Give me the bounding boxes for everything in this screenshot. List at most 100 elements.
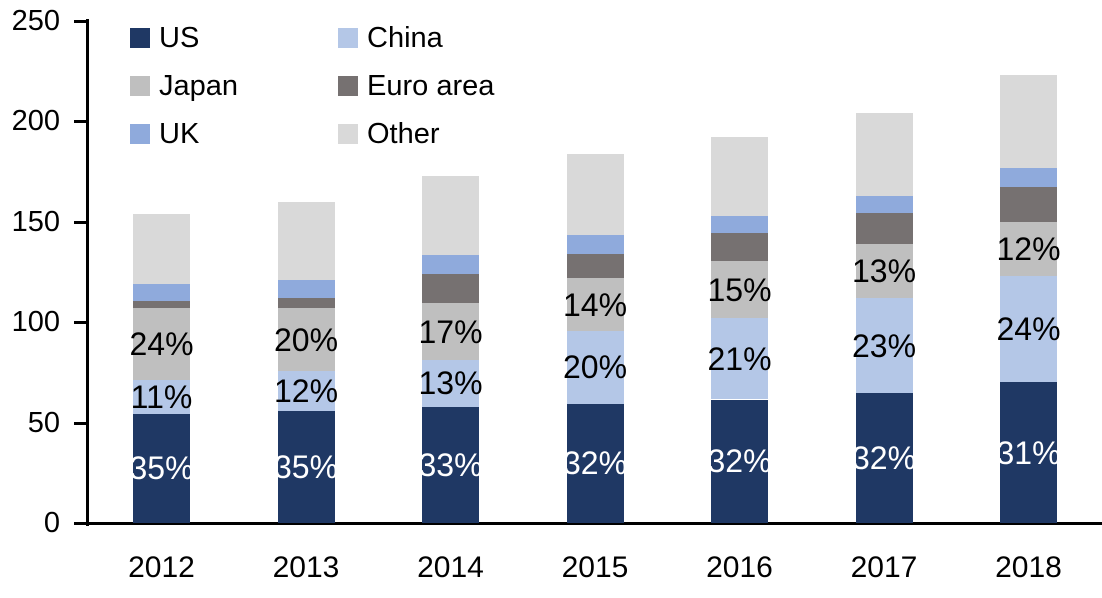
- bar-label-japan-2012: 24%: [129, 326, 194, 363]
- bar-segment-uk-2014: [422, 254, 479, 274]
- bar-label-japan-2015: 14%: [562, 286, 628, 323]
- y-axis-tick: [74, 321, 86, 325]
- bar-label-japan-2016: 15%: [707, 271, 772, 308]
- bar-segment-uk-2013: [277, 280, 335, 299]
- legend-item-euro-area: Euro area: [338, 69, 494, 103]
- bar-segment-us-2018: [1000, 382, 1057, 523]
- bar-label-china-2015: 20%: [562, 349, 628, 386]
- x-axis-label-2016: 2016: [706, 551, 773, 584]
- legend-label-euro-area: Euro area: [367, 69, 495, 102]
- bar-segment-euro-area-2015: [566, 253, 624, 279]
- bar-segment-japan-2013: [277, 308, 335, 372]
- bar-segment-uk-2017: [855, 195, 913, 213]
- bar-segment-euro-area-2012: [133, 301, 190, 309]
- y-axis-label-100: 100: [11, 306, 60, 339]
- legend-label-japan: Japan: [159, 69, 239, 102]
- bar-segment-us-2017: [855, 393, 913, 523]
- bar-segment-euro-area-2014: [422, 274, 479, 304]
- bar-segment-us-2016: [711, 399, 768, 523]
- bar-segment-china-2015: [566, 331, 624, 404]
- bar-label-us-2016: 32%: [707, 443, 772, 480]
- bar-label-china-2014: 13%: [418, 365, 483, 402]
- bar-label-china-2017: 23%: [851, 327, 917, 364]
- bar-segment-japan-2016: [711, 260, 768, 319]
- legend-label-uk: UK: [159, 117, 200, 150]
- legend-swatch-uk: [130, 124, 150, 144]
- bar-segment-china-2016: [711, 318, 768, 400]
- bar-label-japan-2014: 17%: [418, 313, 483, 350]
- bar-label-japan-2018: 12%: [996, 230, 1061, 267]
- bar-label-us-2018: 31%: [996, 434, 1061, 471]
- bar-segment-other-2012: [133, 213, 190, 285]
- bar-segment-euro-area-2017: [855, 212, 913, 244]
- bar-segment-china-2018: [1000, 276, 1057, 383]
- bar-segment-euro-area-2018: [1000, 186, 1057, 222]
- bar-segment-china-2012: [133, 380, 190, 414]
- bar-segment-other-2014: [422, 175, 479, 255]
- x-axis-label-2014: 2014: [417, 551, 484, 584]
- bar-segment-us-2015: [566, 403, 624, 523]
- y-axis-label-0: 0: [43, 507, 60, 539]
- bar-label-us-2017: 32%: [851, 440, 917, 477]
- bar-segment-uk-2015: [566, 234, 624, 254]
- x-axis-line: [86, 522, 1102, 525]
- y-axis-tick: [74, 20, 86, 23]
- bar-segment-other-2013: [277, 201, 335, 281]
- bar-label-china-2018: 24%: [996, 311, 1061, 348]
- legend-item-japan: Japan: [130, 69, 238, 103]
- bar-segment-uk-2012: [133, 284, 190, 302]
- x-axis-label-2018: 2018: [995, 551, 1062, 584]
- bar-segment-us-2014: [422, 406, 479, 523]
- legend-item-other: Other: [338, 117, 440, 151]
- legend-swatch-other: [338, 124, 358, 144]
- legend-label-china: China: [367, 21, 443, 54]
- y-axis-label-50: 50: [27, 406, 60, 439]
- legend-swatch-us: [130, 28, 150, 48]
- x-axis-label-2013: 2013: [272, 551, 340, 584]
- bar-segment-japan-2017: [855, 243, 913, 299]
- x-axis-label-2012: 2012: [128, 551, 195, 584]
- bar-segment-japan-2015: [566, 278, 624, 332]
- bar-segment-other-2017: [855, 113, 913, 196]
- bar-label-us-2013: 35%: [273, 448, 339, 485]
- y-axis-tick: [74, 220, 86, 224]
- bar-label-us-2014: 33%: [418, 446, 483, 483]
- bar-segment-china-2014: [422, 360, 479, 407]
- bar-label-japan-2017: 13%: [851, 252, 917, 289]
- legend-swatch-china: [338, 28, 358, 48]
- y-axis-tick: [74, 120, 86, 124]
- bar-segment-euro-area-2016: [711, 232, 768, 261]
- bar-segment-china-2017: [855, 298, 913, 394]
- bar-segment-other-2018: [1000, 75, 1057, 168]
- x-axis-label-2015: 2015: [561, 551, 629, 584]
- y-axis-tick: [74, 421, 86, 425]
- bar-segment-japan-2014: [422, 303, 479, 361]
- y-axis-label-250: 250: [11, 5, 60, 37]
- bar-segment-japan-2012: [133, 308, 190, 381]
- bar-label-japan-2013: 20%: [273, 321, 339, 358]
- legend-label-us: US: [159, 21, 200, 54]
- bar-segment-uk-2018: [1000, 167, 1057, 187]
- bar-label-china-2012: 11%: [130, 378, 193, 415]
- legend-item-uk: UK: [130, 117, 199, 151]
- bar-segment-japan-2018: [1000, 221, 1057, 276]
- y-axis-tick: [74, 522, 86, 525]
- x-axis-label-2017: 2017: [850, 551, 918, 584]
- bar-label-us-2012: 35%: [129, 450, 194, 487]
- legend-label-other: Other: [367, 117, 440, 150]
- legend-item-us: US: [130, 21, 199, 55]
- bar-label-china-2016: 21%: [707, 340, 772, 377]
- legend-swatch-euro-area: [338, 76, 358, 96]
- bar-segment-us-2013: [277, 410, 335, 523]
- y-axis-line: [86, 19, 89, 526]
- bar-segment-us-2012: [133, 413, 190, 523]
- bar-segment-other-2016: [711, 137, 768, 216]
- bar-segment-china-2013: [277, 371, 335, 411]
- legend-item-china: China: [338, 21, 443, 55]
- bar-segment-other-2015: [566, 153, 624, 235]
- y-axis-label-200: 200: [11, 105, 60, 138]
- bar-segment-uk-2016: [711, 215, 768, 233]
- bar-label-us-2015: 32%: [562, 445, 628, 482]
- bar-segment-euro-area-2013: [277, 298, 335, 309]
